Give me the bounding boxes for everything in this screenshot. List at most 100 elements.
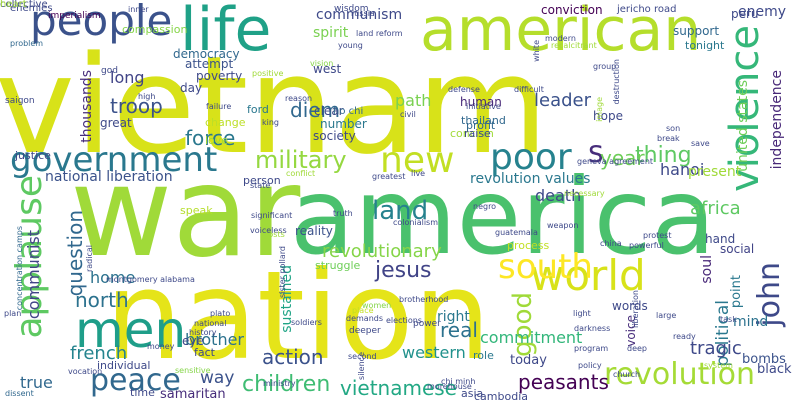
word-soul: soul [699, 255, 715, 284]
word-significant: significant [251, 211, 293, 220]
word-failure: failure [206, 102, 232, 111]
word-right: right [437, 309, 470, 325]
word-force: force [185, 126, 236, 150]
word-king: king [262, 118, 280, 127]
word-white: white [532, 40, 541, 62]
word-ministry: ministry [263, 379, 296, 388]
word-struggle: struggle [315, 259, 361, 272]
word-jesus: jesus [375, 258, 432, 283]
word-task: task [720, 315, 737, 324]
word-support: support [673, 24, 720, 38]
word-radical: radical [85, 245, 94, 273]
word-number: number [320, 117, 367, 131]
word-time: time [130, 386, 155, 399]
word-light: light [573, 309, 591, 318]
word-truth: truth [333, 209, 353, 218]
word-social: social [720, 242, 755, 256]
word-greatest: greatest [372, 172, 406, 181]
word-africa: africa [690, 198, 741, 219]
word-concentration-camps: concentration camps [15, 226, 24, 311]
word-ho-chi: ho chi [333, 106, 364, 117]
word-vietnam: vietnam [0, 27, 549, 184]
word-justice: justice [15, 149, 51, 162]
word-reason: reason [285, 94, 313, 103]
word-change: change [205, 116, 246, 129]
word-morehouse: morehouse [427, 382, 472, 391]
word-weapon: weapon [547, 221, 579, 230]
word-revolution-values: revolution values [470, 171, 591, 187]
word-collective: collective [0, 0, 48, 10]
word-young: young [338, 41, 363, 50]
word-military: military [255, 146, 347, 174]
word-spirit: spirit [313, 25, 349, 41]
word-powerful: powerful [629, 241, 664, 250]
word-vision: vision [310, 59, 334, 68]
word-french: french [70, 343, 128, 364]
word-role: role [473, 349, 494, 362]
word-way: way [200, 368, 235, 388]
word-vietnamese: vietnamese [340, 376, 457, 400]
word-world: world [530, 251, 646, 300]
word-bombs: bombs [742, 352, 786, 367]
word-home: home [90, 268, 136, 287]
word-voiceless: voiceless [250, 226, 287, 235]
word-state: state [250, 181, 271, 190]
word-china: china [600, 239, 622, 248]
word-real: real [440, 318, 478, 342]
word-live: live [411, 169, 426, 178]
word-communist: communist [24, 230, 43, 320]
word-power: power [413, 319, 441, 329]
word-save: save [691, 139, 710, 148]
word-place: place [352, 306, 374, 315]
word-tonight: tonight [685, 39, 725, 52]
word-conflict: conflict [286, 169, 316, 178]
word-united-states: united states [735, 80, 751, 172]
word-positive: positive [252, 69, 284, 78]
word-attempt: attempt [185, 57, 234, 71]
word-history: history [189, 328, 217, 337]
word-imperialism: imperialism [48, 11, 101, 21]
word-jericho-road: jericho road [617, 4, 677, 15]
word-new: new [380, 140, 455, 181]
word-enemies: enemies [10, 3, 53, 14]
word-peru: peru [731, 7, 759, 21]
word-colonialism: colonialism [393, 218, 439, 227]
word-good: good [508, 292, 538, 357]
word-problem: problem [10, 39, 44, 48]
word-vocation: vocation [68, 367, 103, 376]
word-present: present [688, 164, 742, 180]
word-human: human [460, 95, 502, 109]
word-land-reform: land reform [356, 29, 403, 38]
word-america: america [290, 156, 716, 278]
word-government: government [10, 140, 218, 180]
word-brother: brother [185, 330, 245, 349]
word-heart: heart [0, 0, 27, 10]
word-hanoi: hanoi [660, 160, 705, 179]
word-protest: protest [643, 231, 672, 240]
word-modern: modern [545, 34, 576, 43]
word-person: person [243, 174, 281, 187]
word-words: words [612, 299, 648, 313]
word-national-liberation: national liberation [45, 169, 173, 185]
word-wisdom: wisdom [334, 4, 369, 14]
word-question: question [63, 210, 87, 297]
word-year: year [600, 146, 645, 170]
word-group: group [593, 62, 617, 71]
word-samaritan: samaritan [160, 387, 226, 400]
word-american: american [420, 0, 702, 65]
word-ford: ford [247, 103, 269, 116]
word-geneva-agreement: geneva agreement [577, 157, 654, 166]
word-enemy: enemy [738, 4, 787, 20]
word-dissent: dissent [5, 389, 34, 398]
word-peasants: peasants [518, 370, 609, 394]
word-concern: concern [450, 127, 494, 140]
word-destruction: destruction [612, 59, 621, 105]
word-war: war [70, 140, 301, 285]
word-true: true [20, 373, 53, 392]
word-west: west [313, 62, 342, 76]
word-communism: communism [316, 7, 403, 23]
word-darkness: darkness [574, 324, 611, 333]
word-western: western [402, 343, 466, 362]
word-break: break [657, 134, 680, 143]
word-policy: policy [578, 361, 602, 370]
